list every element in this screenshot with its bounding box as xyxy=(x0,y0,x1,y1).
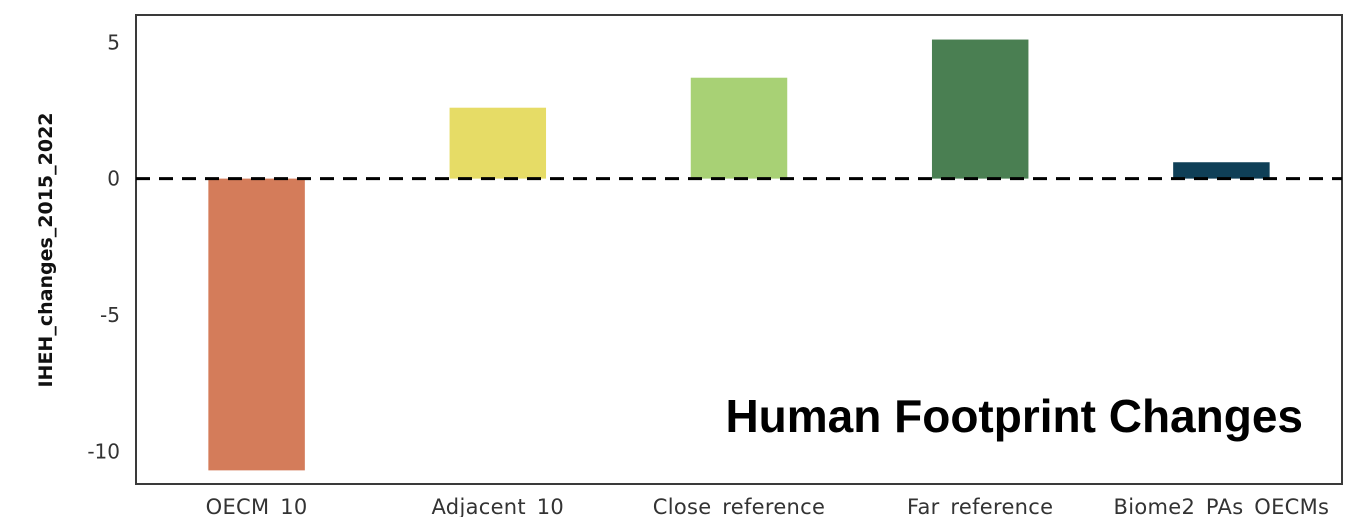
bar-close-reference xyxy=(690,77,788,179)
y-tick-label: 5 xyxy=(107,30,120,54)
y-axis-title: IHEH_changes_2015_2022 xyxy=(35,112,57,387)
x-tick-label: Biome2_PAs_OECMs xyxy=(1114,495,1330,517)
bar-biome2-pas-oecms xyxy=(1173,162,1270,179)
y-tick-label: -10 xyxy=(87,439,120,463)
x-tick-label: Adjacent_10 xyxy=(432,495,565,517)
x-tick-label: Close_reference xyxy=(653,495,825,517)
bar-far-reference xyxy=(931,39,1029,179)
x-tick-label: Far_reference xyxy=(907,495,1053,517)
y-tick-label: -5 xyxy=(100,303,120,327)
bar-oecm-10 xyxy=(208,178,305,471)
x-axis-labels: OECM_10 Adjacent_10 Close_reference Far_ref… xyxy=(206,495,1330,517)
bars-group xyxy=(208,39,1270,471)
y-axis-ticks: -10 -5 0 5 xyxy=(87,30,120,463)
bar-adjacent-10 xyxy=(449,107,547,179)
x-tick-label: OECM_10 xyxy=(206,495,308,517)
chart-title: Human Footprint Changes xyxy=(725,390,1303,442)
y-tick-label: 0 xyxy=(107,167,120,191)
